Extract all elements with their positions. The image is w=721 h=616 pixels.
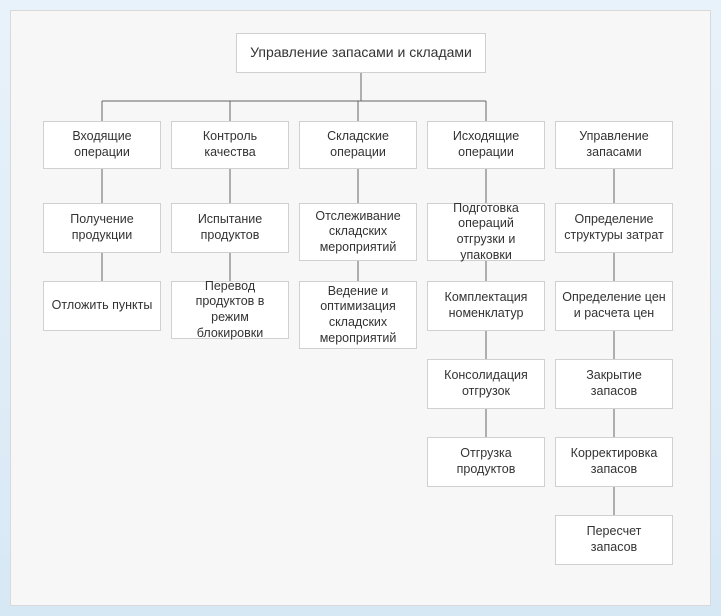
branch-0: Входящие операции — [43, 121, 161, 169]
node-2-0: Отслеживание складских мероприятий — [299, 203, 417, 261]
node-3-2: Консолидация отгрузок — [427, 359, 545, 409]
node-3-0: Подготовка операций отгрузки и упаковки — [427, 203, 545, 261]
branch-3: Исходящие операции — [427, 121, 545, 169]
node-4-4: Пересчет запасов — [555, 515, 673, 565]
node-4-2: Закрытие запасов — [555, 359, 673, 409]
node-0-1: Отложить пункты — [43, 281, 161, 331]
node-2-1: Ведение и оптимизация складских мероприя… — [299, 281, 417, 349]
node-0-0: Получение продукции — [43, 203, 161, 253]
diagram-canvas: Управление запасами и складами Входящие … — [10, 10, 711, 606]
branch-1: Контроль качества — [171, 121, 289, 169]
branch-4: Управление запасами — [555, 121, 673, 169]
outer-frame: Управление запасами и складами Входящие … — [0, 0, 721, 616]
node-4-0: Определение структуры затрат — [555, 203, 673, 253]
root-node: Управление запасами и складами — [236, 33, 486, 73]
branch-2: Складские операции — [299, 121, 417, 169]
node-1-0: Испытание продуктов — [171, 203, 289, 253]
node-4-1: Определение цен и расчета цен — [555, 281, 673, 331]
node-3-3: Отгрузка продуктов — [427, 437, 545, 487]
node-4-3: Корректировка запасов — [555, 437, 673, 487]
node-1-1: Перевод продуктов в режим блокировки — [171, 281, 289, 339]
node-3-1: Комплектация номенклатур — [427, 281, 545, 331]
